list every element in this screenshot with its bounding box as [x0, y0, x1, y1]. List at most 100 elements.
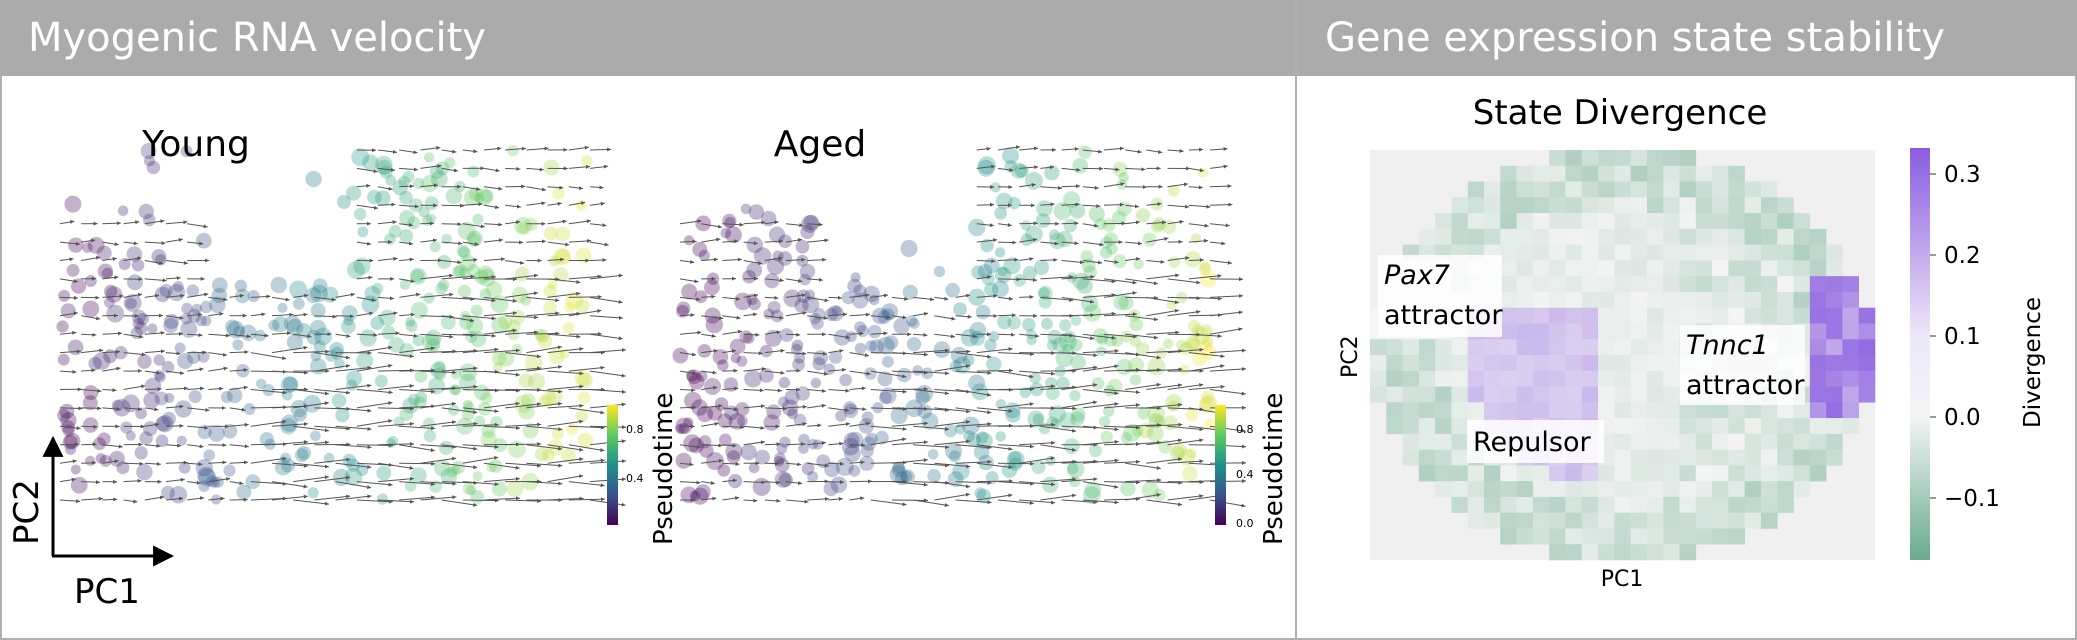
aged-velocity-arrow [849, 352, 869, 358]
heatmap-cell [1581, 544, 1599, 561]
heatmap-cell [1565, 307, 1583, 324]
young-cell-point [197, 350, 210, 363]
aged-velocity-arrow [722, 425, 745, 430]
heatmap-cell [1516, 339, 1534, 356]
young-velocity-arrow [356, 389, 393, 395]
heatmap-cell [1516, 512, 1534, 529]
aged-velocity-arrow [764, 388, 782, 393]
young-velocity-arrow [293, 401, 329, 409]
aged-velocity-arrow [913, 296, 935, 302]
heatmap-cell [1646, 244, 1664, 261]
young-cell-point [138, 203, 154, 220]
aged-cell-point [1047, 329, 1063, 345]
aged-cell-point [953, 302, 967, 317]
young-cell-point [270, 276, 288, 294]
heatmap-cell [1516, 213, 1534, 230]
heatmap-cell [1793, 418, 1811, 435]
aged-velocity-arrow [870, 437, 907, 446]
aged-velocity-arrow [870, 370, 907, 379]
young-velocity-arrow [187, 292, 209, 298]
aged-cell-point [686, 369, 702, 385]
aged-cell-point [1071, 407, 1086, 422]
heatmap-cell [1728, 213, 1745, 230]
aged-velocity-arrow [849, 460, 865, 465]
aged-cell-point [1053, 202, 1072, 221]
young-cell-point [376, 493, 389, 505]
young-cell-point [409, 267, 427, 285]
young-cell-point [347, 261, 365, 279]
heatmap-cell [1565, 402, 1583, 419]
aged-cell-point [697, 344, 712, 358]
young-cell-point [497, 350, 515, 367]
young-cell-point [492, 362, 503, 373]
young-cell-point [200, 315, 212, 327]
young-velocity-arrow [144, 349, 165, 354]
aged-velocity-arrow [1146, 149, 1163, 154]
young-cell-point [552, 187, 565, 200]
young-cell-point [429, 165, 444, 179]
aged-cell-point [752, 477, 771, 496]
aged-cell-point [824, 307, 838, 321]
young-cell-point [147, 323, 158, 334]
young-velocity-arrow [462, 455, 499, 464]
aged-cell-point [1029, 372, 1041, 384]
aged-cell-point [1118, 295, 1134, 311]
young-velocity-arrow [377, 421, 414, 427]
young-velocity-arrow [526, 146, 549, 151]
young-cell-point [480, 392, 493, 405]
aged-velocity-arrow [1061, 274, 1095, 280]
young-velocity-arrow [81, 368, 96, 373]
aged-cell-point [803, 214, 819, 231]
heatmap-cell [1500, 339, 1517, 356]
heatmap-cell [1614, 181, 1631, 198]
heatmap-cell [1565, 197, 1583, 214]
aged-velocity-arrow [976, 368, 1013, 373]
heatmap-cell [1386, 418, 1403, 435]
heatmap-cell [1679, 481, 1697, 498]
aged-cell-point [1137, 407, 1150, 420]
aged-cell-point [1020, 220, 1032, 231]
young-velocity-arrow [377, 167, 396, 172]
young-cell-point [232, 339, 244, 351]
young-velocity-arrow [187, 312, 202, 317]
young-velocity-arrow [208, 496, 225, 501]
young-cell-point [305, 287, 322, 304]
aged-cell-point [877, 336, 895, 355]
heatmap-cell [1630, 386, 1648, 403]
young-velocity-arrow [335, 425, 372, 431]
aged-cell-point [1176, 339, 1187, 351]
young-velocity-arrow [568, 458, 605, 464]
young-cell-point [280, 414, 299, 432]
aged-velocity-arrow [1103, 497, 1141, 502]
young-velocity-arrow [165, 260, 188, 265]
young-velocity-arrow [144, 407, 159, 412]
heatmap-cell [1826, 386, 1843, 403]
aged-velocity-arrow [701, 333, 716, 338]
young-cell-point [58, 289, 71, 302]
young-velocity-arrow [123, 384, 146, 390]
young-cell-point [57, 408, 71, 423]
young-velocity-arrow [441, 149, 457, 154]
heatmap-cell [1826, 355, 1843, 372]
aged-velocity-arrow [828, 461, 845, 466]
heatmap-cell [1532, 228, 1550, 245]
heatmap-cell [1565, 323, 1583, 340]
young-velocity-arrow [483, 462, 520, 470]
aged-velocity-arrow [849, 293, 870, 298]
young-velocity-arrow [526, 401, 563, 409]
young-velocity-arrow [568, 497, 605, 502]
young-velocity-arrow [187, 480, 201, 485]
heatmap-cell [1467, 339, 1485, 356]
young-cell-point [62, 434, 78, 450]
young-velocity-arrow [229, 407, 246, 412]
young-cell-point [575, 409, 589, 423]
aged-velocity-arrow [828, 333, 850, 340]
aged-velocity-arrow [1040, 165, 1055, 170]
aged-cell-point [754, 449, 770, 465]
aged-velocity-arrow [743, 366, 766, 372]
young-velocity-arrow [526, 186, 547, 192]
aged-velocity-arrow [1125, 478, 1162, 483]
young-velocity-arrow [526, 167, 544, 172]
young-cell-point [180, 145, 193, 158]
heatmap-cell [1451, 402, 1469, 419]
